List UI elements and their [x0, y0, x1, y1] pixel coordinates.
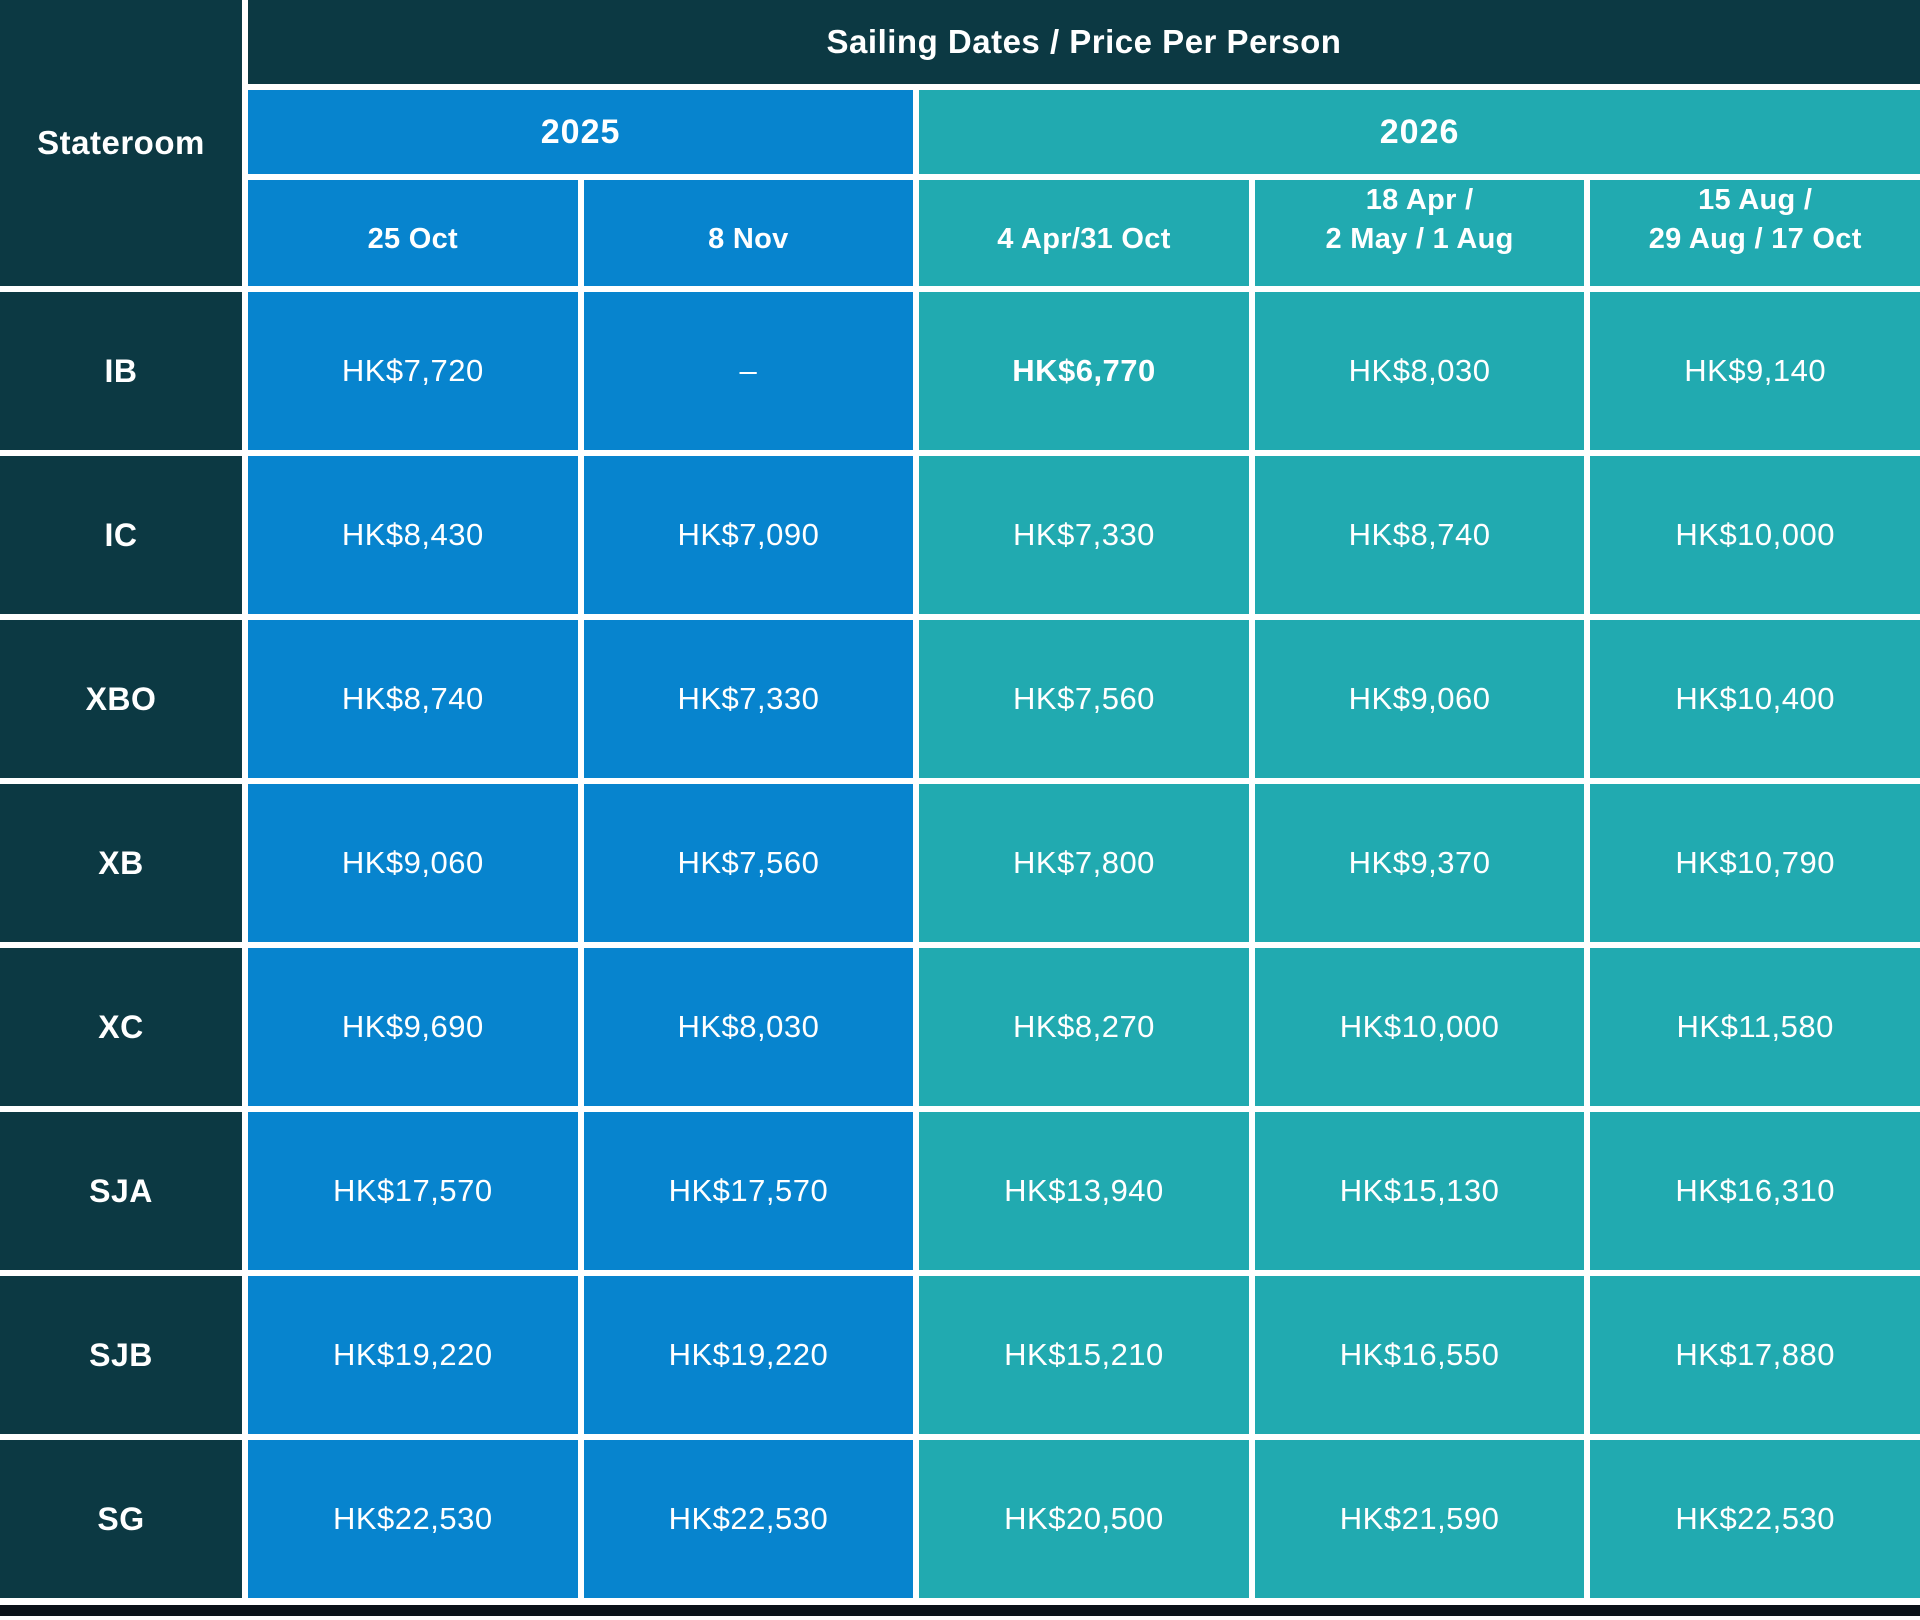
price-cell: HK$8,270: [919, 948, 1249, 1106]
date-header-18-apr-2-may-1-aug: 18 Apr / 2 May / 1 Aug: [1254, 180, 1585, 286]
price-cell: HK$7,720: [248, 292, 578, 450]
price-cell: HK$7,560: [583, 784, 914, 942]
stateroom-code-xbo: XBO: [0, 620, 242, 778]
stateroom-code-sg: SG: [0, 1440, 242, 1598]
price-cell: HK$8,740: [1254, 456, 1585, 614]
date-header-15-aug-29-aug-17-oct: 15 Aug / 29 Aug / 17 Oct: [1590, 180, 1920, 286]
price-cell: HK$7,800: [919, 784, 1249, 942]
price-cell-highlighted: HK$6,770: [919, 292, 1249, 450]
date-header-25-oct: 25 Oct: [248, 180, 578, 286]
date-header-line: 2 May / 1 Aug: [1325, 222, 1514, 255]
price-cell: HK$15,130: [1254, 1112, 1585, 1270]
price-cell: HK$22,530: [583, 1440, 914, 1598]
price-cell: HK$10,790: [1590, 784, 1920, 942]
date-header-8-nov: 8 Nov: [583, 180, 914, 286]
date-header-line: 15 Aug /: [1698, 184, 1813, 217]
bottom-divider-bar: [0, 1605, 1920, 1616]
price-cell: HK$8,030: [1254, 292, 1585, 450]
price-cell: HK$22,530: [248, 1440, 578, 1598]
price-cell: HK$19,220: [583, 1276, 914, 1434]
price-cell: HK$21,590: [1254, 1440, 1585, 1598]
price-cell: HK$9,690: [248, 948, 578, 1106]
price-cell: HK$17,880: [1590, 1276, 1920, 1434]
price-cell: HK$7,330: [919, 456, 1249, 614]
price-cell: HK$15,210: [919, 1276, 1249, 1434]
price-cell: HK$9,140: [1590, 292, 1920, 450]
price-cell: HK$13,940: [919, 1112, 1249, 1270]
price-cell: HK$7,560: [919, 620, 1249, 778]
stateroom-code-ic: IC: [0, 456, 242, 614]
price-cell: HK$9,370: [1254, 784, 1585, 942]
price-cell: HK$9,060: [1254, 620, 1585, 778]
stateroom-code-ib: IB: [0, 292, 242, 450]
date-header-line: 8 Nov: [708, 222, 789, 255]
date-header-4-apr-31-oct: 4 Apr/31 Oct: [919, 180, 1249, 286]
price-cell: HK$17,570: [583, 1112, 914, 1270]
date-header-line: 4 Apr/31 Oct: [997, 222, 1171, 255]
price-cell: HK$8,030: [583, 948, 914, 1106]
stateroom-code-sja: SJA: [0, 1112, 242, 1270]
price-cell: HK$20,500: [919, 1440, 1249, 1598]
date-header-line: 25 Oct: [367, 222, 459, 255]
price-cell: –: [583, 292, 914, 450]
price-cell: HK$9,060: [248, 784, 578, 942]
price-cell: HK$16,310: [1590, 1112, 1920, 1270]
price-cell: HK$10,000: [1590, 456, 1920, 614]
price-cell: HK$10,000: [1254, 948, 1585, 1106]
price-cell: HK$17,570: [248, 1112, 578, 1270]
price-cell: HK$16,550: [1254, 1276, 1585, 1434]
price-cell: HK$22,530: [1590, 1440, 1920, 1598]
year-group-2025: 2025: [248, 90, 914, 174]
price-cell: HK$8,430: [248, 456, 578, 614]
price-cell: HK$8,740: [248, 620, 578, 778]
stateroom-column-header: Stateroom: [0, 0, 242, 286]
year-group-2026: 2026: [919, 90, 1920, 174]
table-title: Sailing Dates / Price Per Person: [248, 0, 1920, 84]
price-cell: HK$19,220: [248, 1276, 578, 1434]
price-cell: HK$11,580: [1590, 948, 1920, 1106]
stateroom-code-sjb: SJB: [0, 1276, 242, 1434]
stateroom-code-xc: XC: [0, 948, 242, 1106]
price-cell: HK$7,090: [583, 456, 914, 614]
date-header-line: 29 Aug / 17 Oct: [1648, 222, 1862, 255]
price-cell: HK$10,400: [1590, 620, 1920, 778]
price-cell: HK$7,330: [583, 620, 914, 778]
stateroom-code-xb: XB: [0, 784, 242, 942]
date-header-line: 18 Apr /: [1365, 184, 1474, 217]
